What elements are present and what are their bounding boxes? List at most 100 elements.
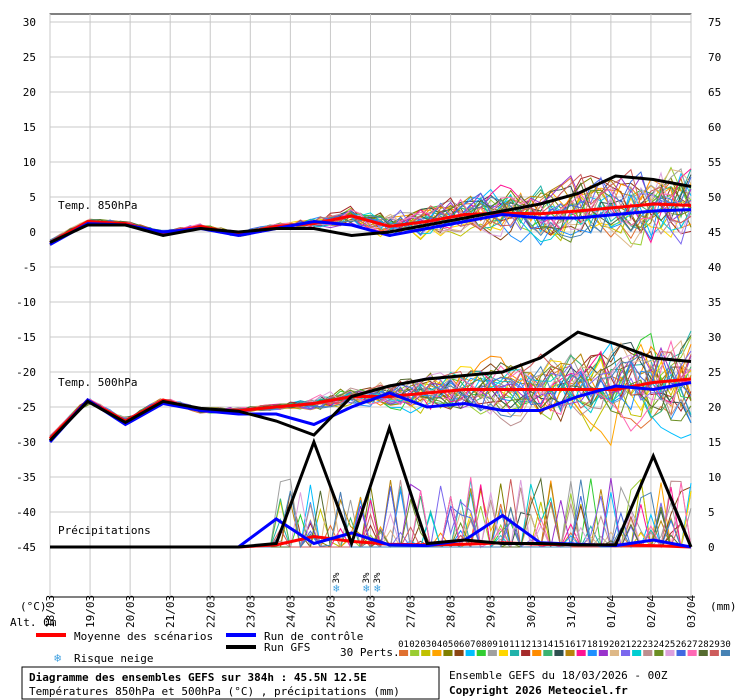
pert-label: 08: [476, 640, 487, 650]
y-tick-label-left: 15: [23, 121, 36, 134]
chart-grid: [49, 13, 692, 598]
y-tick-label-right: 65: [708, 86, 721, 99]
pert-label: 25: [665, 640, 676, 650]
series-gfs-t850: [49, 174, 692, 244]
pert-label: 09: [487, 640, 498, 650]
label-precipitations: Précipitations: [58, 524, 151, 537]
pert-swatch: [399, 650, 409, 656]
pert-swatch: [498, 650, 508, 656]
x-tick-label: 30/03: [525, 595, 538, 628]
y-tick-label-right: 10: [708, 471, 721, 484]
y-tick-label-right: 70: [708, 51, 721, 64]
y-tick-label-right: 45: [708, 226, 721, 239]
snowflake-icon: ❄: [333, 582, 340, 595]
y-tick-label-right: 40: [708, 261, 721, 274]
y-tick-label-right: 15: [708, 436, 721, 449]
x-tick-label: 28/03: [445, 595, 458, 628]
pert-label: 26: [676, 640, 687, 650]
x-tick-label: 26/03: [365, 595, 378, 628]
x-tick-label: 24/03: [284, 595, 297, 628]
pert-label: 20: [609, 640, 620, 650]
y-tick-label-left: -25: [16, 401, 36, 414]
x-tick-label: 21/03: [164, 595, 177, 628]
pert-label: 19: [598, 640, 609, 650]
pert-swatch: [587, 650, 597, 656]
pert-label: 27: [687, 640, 698, 650]
pert-label: 06: [454, 640, 465, 650]
y-tick-label-left: -10: [16, 296, 36, 309]
altitude-label: Alt. 0m: [10, 616, 57, 629]
right-axis-unit: (mm): [710, 600, 737, 613]
x-tick-label: 22/03: [204, 595, 217, 628]
x-tick-label: 03/04: [685, 595, 698, 628]
x-tick-label: 31/03: [565, 595, 578, 628]
series-gfs-t500: [48, 330, 692, 442]
pert-swatch: [421, 650, 431, 656]
legend-label-gfs: Run GFS: [264, 641, 310, 654]
pert-swatch: [621, 650, 631, 656]
pert-swatch: [454, 650, 464, 656]
footer-subtitle: Températures 850hPa et 500hPa (°C) , pré…: [29, 685, 400, 698]
pert-swatch: [720, 650, 730, 656]
pert-swatch: [687, 650, 697, 656]
pert-swatch: [609, 650, 619, 656]
pert-label: 11: [509, 640, 520, 650]
pert-label: 22: [631, 640, 642, 650]
legend-swatch-control: [226, 633, 256, 637]
snowflake-icon: ❄: [374, 582, 381, 595]
pert-label: 07: [465, 640, 476, 650]
y-axis-ticks: 302520151050-5-10-15-20-25-30-35-40-4575…: [16, 16, 721, 554]
main-series-lines: [48, 174, 693, 549]
pert-label: 12: [520, 640, 531, 650]
pert-swatch: [487, 650, 497, 656]
pert-label: 15: [554, 640, 565, 650]
pert-label: 29: [709, 640, 720, 650]
perturbation-legend: 01 02 03 04 05 06 07 08 09 10 11 12 13 14 15 16 17 18 19 20…: [398, 640, 731, 656]
left-axis-unit: (°C): [20, 600, 47, 613]
y-tick-label-right: 35: [708, 296, 721, 309]
label-temp-850: Temp. 850hPa: [58, 199, 137, 212]
x-tick-label: 23/03: [244, 595, 257, 628]
x-tick-label: 01/04: [605, 595, 618, 628]
snow-risk-percent: 3%: [332, 572, 342, 583]
y-tick-label-left: 30: [23, 16, 36, 29]
pert-label: 05: [443, 640, 454, 650]
pert-label: 17: [576, 640, 587, 650]
pert-swatch: [410, 650, 420, 656]
pert-label: 21: [620, 640, 631, 650]
pert-label: 01: [398, 640, 409, 650]
pert-swatch: [554, 650, 564, 656]
legend-label-control: Run de contrôle: [264, 630, 363, 643]
series-control-t850: [49, 208, 692, 246]
pert-swatch: [543, 650, 553, 656]
y-tick-label-right: 25: [708, 366, 721, 379]
snowflake-icon: ❄: [54, 651, 61, 665]
label-temp-500: Temp. 500hPa: [58, 376, 137, 389]
footer-title: Diagramme des ensembles GEFS sur 384h : …: [29, 671, 367, 684]
x-tick-label: 20/03: [124, 595, 137, 628]
y-tick-label-left: -30: [16, 436, 36, 449]
pert-label: 13: [531, 640, 542, 650]
snow-risk-percent: 3%: [362, 572, 372, 583]
series-gfs-precip: [50, 423, 693, 549]
pert-swatch: [432, 650, 442, 656]
legend-label-snow-risk: Risque neige: [74, 652, 153, 665]
y-tick-label-left: -40: [16, 506, 36, 519]
pert-swatch: [443, 650, 453, 656]
pert-swatch: [465, 650, 475, 656]
y-tick-label-right: 5: [708, 506, 715, 519]
legend: Moyenne des scénarios Run de contrôle Ru…: [36, 630, 400, 665]
pert-swatch: [565, 650, 575, 656]
pert-swatch: [698, 650, 708, 656]
legend-swatch-gfs: [226, 645, 256, 649]
pert-swatch: [510, 650, 520, 656]
footer-run-info: Ensemble GEFS du 18/03/2026 - 00Z: [449, 669, 668, 682]
y-tick-label-right: 0: [708, 541, 715, 554]
pert-swatch: [576, 650, 586, 656]
pert-swatch: [476, 650, 486, 656]
pert-swatch: [676, 650, 686, 656]
pert-swatch: [709, 650, 719, 656]
y-tick-label-right: 30: [708, 331, 721, 344]
pert-label: 28: [698, 640, 709, 650]
